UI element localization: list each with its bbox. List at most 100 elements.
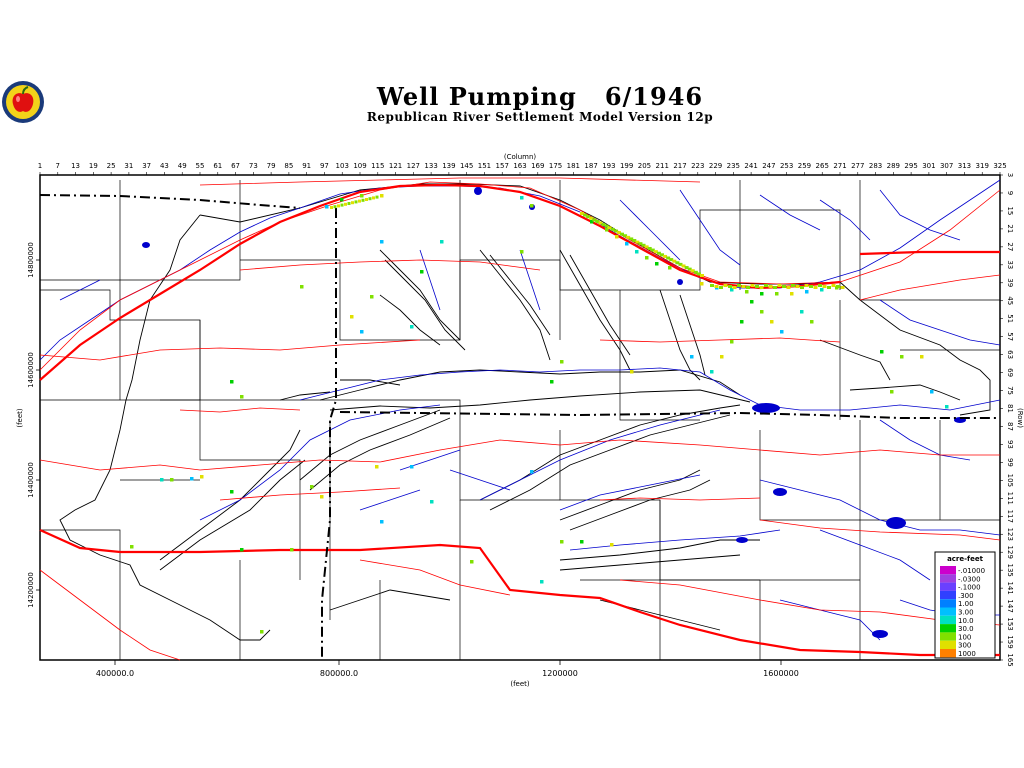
pumping-cell bbox=[368, 197, 372, 201]
column-tick-label: 307 bbox=[940, 162, 953, 170]
pumping-cell bbox=[601, 223, 606, 227]
legend-swatch bbox=[940, 599, 956, 608]
pumping-cell bbox=[890, 390, 894, 394]
legend-label: 300 bbox=[958, 642, 971, 650]
x-feet-tick-label: 1600000 bbox=[763, 669, 799, 678]
legend-label: -.01000 bbox=[958, 567, 985, 575]
pumping-cell bbox=[607, 226, 612, 230]
pumping-cell bbox=[700, 274, 704, 277]
row-tick-label: 87 bbox=[1006, 422, 1014, 431]
pumping-cell bbox=[777, 284, 782, 287]
pumping-cell bbox=[470, 560, 474, 564]
row-tick-label: 3 bbox=[1006, 173, 1014, 177]
pumping-cell bbox=[800, 286, 804, 289]
pumping-cell bbox=[730, 288, 734, 292]
column-tick-label: 265 bbox=[816, 162, 829, 170]
row-tick-label: 99 bbox=[1006, 458, 1014, 467]
pumping-cell bbox=[365, 198, 368, 201]
legend-label: .300 bbox=[958, 592, 974, 600]
pumping-cell bbox=[836, 285, 840, 288]
pumping-cell bbox=[350, 315, 354, 319]
road-network bbox=[39, 177, 1001, 661]
row-tick-label: 75 bbox=[1006, 386, 1014, 395]
pumping-cell bbox=[358, 199, 361, 203]
pumping-cell bbox=[375, 195, 379, 199]
pumping-cell bbox=[325, 205, 329, 209]
pumping-cell bbox=[240, 548, 244, 552]
legend-label: 1.00 bbox=[958, 600, 974, 608]
pumping-cell bbox=[800, 310, 804, 314]
column-tick-label: 319 bbox=[976, 162, 989, 170]
x-feet-tick-label: 800000.0 bbox=[320, 669, 358, 678]
row-tick-label: 165 bbox=[1006, 653, 1014, 666]
legend-swatch bbox=[940, 574, 956, 583]
column-tick-label: 211 bbox=[656, 162, 669, 170]
map-subtitle: Republican River Settlement Model Versio… bbox=[366, 110, 714, 124]
pumping-cell bbox=[580, 540, 584, 544]
row-tick-label: 15 bbox=[1006, 206, 1014, 215]
pumping-cell bbox=[560, 540, 564, 544]
pumping-cell bbox=[530, 470, 534, 474]
column-tick-label: 31 bbox=[124, 162, 133, 170]
pumping-cell bbox=[684, 266, 689, 270]
column-tick-label: 145 bbox=[460, 162, 473, 170]
y-feet-tick-label: 14600000 bbox=[27, 352, 35, 388]
pumping-cell bbox=[583, 213, 588, 217]
pumping-cell bbox=[750, 300, 754, 304]
column-tick-label: 43 bbox=[160, 162, 169, 170]
pumping-cell bbox=[240, 395, 244, 399]
row-tick-label: 51 bbox=[1006, 314, 1014, 323]
column-tick-label: 289 bbox=[887, 162, 900, 170]
pumping-cell bbox=[760, 310, 764, 314]
pumping-cell bbox=[681, 264, 686, 268]
pumping-cell bbox=[310, 485, 314, 489]
legend-label: 1000 bbox=[958, 650, 976, 658]
column-tick-label: 277 bbox=[851, 162, 864, 170]
pumping-cell bbox=[605, 228, 609, 232]
legend-label: 30.0 bbox=[958, 625, 974, 633]
pumping-cell bbox=[675, 261, 680, 265]
state-boundary bbox=[39, 194, 1000, 660]
row-tick-group: 3915212733394551576369758187939910511111… bbox=[1000, 173, 1014, 667]
pumping-cell bbox=[340, 198, 344, 202]
pumping-cell bbox=[650, 248, 655, 252]
column-tick-label: 205 bbox=[638, 162, 651, 170]
pumping-cell bbox=[804, 284, 809, 287]
pumping-cell bbox=[550, 380, 554, 384]
column-tick-label: 97 bbox=[320, 162, 329, 170]
pumping-cell bbox=[380, 520, 384, 524]
column-tick-label: 181 bbox=[567, 162, 580, 170]
column-tick-label: 151 bbox=[478, 162, 491, 170]
pumping-cell bbox=[732, 286, 737, 289]
row-tick-label: 159 bbox=[1006, 635, 1014, 648]
y-feet-tick-label: 14200000 bbox=[27, 572, 35, 608]
feet-axis-label-bottom: (feet) bbox=[510, 680, 530, 688]
pumping-cell bbox=[340, 203, 344, 207]
pumping-cell bbox=[741, 285, 746, 288]
model-boundary bbox=[59, 183, 991, 641]
pumping-cell bbox=[791, 284, 795, 287]
column-tick-label: 37 bbox=[142, 162, 151, 170]
column-tick-label: 127 bbox=[407, 162, 420, 170]
pumping-cell bbox=[730, 340, 734, 344]
pumping-cell bbox=[668, 266, 672, 270]
pumping-cell bbox=[589, 216, 594, 220]
pumping-cell bbox=[820, 288, 824, 292]
pumping-cell bbox=[687, 267, 692, 271]
pumping-cell bbox=[653, 250, 658, 254]
pumping-cell bbox=[746, 286, 750, 289]
column-tick-label: 247 bbox=[762, 162, 775, 170]
column-tick-label: 259 bbox=[798, 162, 811, 170]
pumping-cell bbox=[678, 262, 683, 266]
pumping-cell bbox=[900, 355, 904, 359]
pumping-cell bbox=[780, 330, 784, 334]
pumping-cell bbox=[623, 234, 628, 238]
pumping-cell bbox=[230, 380, 234, 384]
pumping-cell bbox=[375, 465, 379, 469]
column-tick-label: 109 bbox=[353, 162, 366, 170]
pumping-cell bbox=[672, 259, 677, 263]
x-feet-tick-label: 400000.0 bbox=[96, 669, 134, 678]
pumping-cell bbox=[660, 253, 664, 257]
column-tick-label: 295 bbox=[904, 162, 917, 170]
